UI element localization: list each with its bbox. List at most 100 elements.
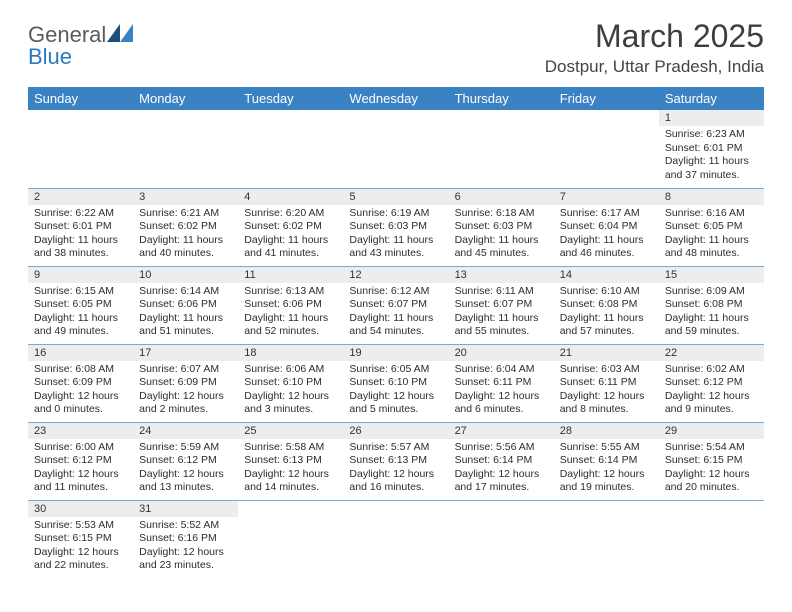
daylight-text: Daylight: 12 hours and 13 minutes.: [139, 468, 232, 495]
day-data: Sunrise: 6:12 AMSunset: 6:07 PMDaylight:…: [343, 283, 448, 344]
sunrise-text: Sunrise: 5:52 AM: [139, 519, 232, 533]
sunset-text: Sunset: 6:03 PM: [349, 220, 442, 234]
sunset-text: Sunset: 6:02 PM: [139, 220, 232, 234]
sunrise-text: Sunrise: 6:18 AM: [455, 207, 548, 221]
day-cell: [28, 110, 133, 188]
day-cell: 30Sunrise: 5:53 AMSunset: 6:15 PMDayligh…: [28, 500, 133, 578]
day-data: Sunrise: 5:52 AMSunset: 6:16 PMDaylight:…: [133, 517, 238, 578]
day-cell: 25Sunrise: 5:58 AMSunset: 6:13 PMDayligh…: [238, 422, 343, 500]
day-data: Sunrise: 6:19 AMSunset: 6:03 PMDaylight:…: [343, 205, 448, 266]
daylight-text: Daylight: 12 hours and 8 minutes.: [560, 390, 653, 417]
day-cell: 10Sunrise: 6:14 AMSunset: 6:06 PMDayligh…: [133, 266, 238, 344]
day-number: 3: [133, 189, 238, 205]
daylight-text: Daylight: 11 hours and 57 minutes.: [560, 312, 653, 339]
sunrise-text: Sunrise: 6:14 AM: [139, 285, 232, 299]
day-number: 27: [449, 423, 554, 439]
daylight-text: Daylight: 11 hours and 41 minutes.: [244, 234, 337, 261]
day-data: Sunrise: 5:57 AMSunset: 6:13 PMDaylight:…: [343, 439, 448, 500]
day-data: Sunrise: 6:07 AMSunset: 6:09 PMDaylight:…: [133, 361, 238, 422]
day-cell: 29Sunrise: 5:54 AMSunset: 6:15 PMDayligh…: [659, 422, 764, 500]
day-number: 9: [28, 267, 133, 283]
day-data: Sunrise: 6:00 AMSunset: 6:12 PMDaylight:…: [28, 439, 133, 500]
sunrise-text: Sunrise: 5:58 AM: [244, 441, 337, 455]
day-header: Thursday: [449, 87, 554, 110]
daylight-text: Daylight: 12 hours and 16 minutes.: [349, 468, 442, 495]
sunrise-text: Sunrise: 5:59 AM: [139, 441, 232, 455]
sunrise-text: Sunrise: 5:57 AM: [349, 441, 442, 455]
day-data: Sunrise: 6:23 AMSunset: 6:01 PMDaylight:…: [659, 126, 764, 187]
daylight-text: Daylight: 11 hours and 48 minutes.: [665, 234, 758, 261]
day-cell: 23Sunrise: 6:00 AMSunset: 6:12 PMDayligh…: [28, 422, 133, 500]
day-number: 19: [343, 345, 448, 361]
day-data: Sunrise: 6:10 AMSunset: 6:08 PMDaylight:…: [554, 283, 659, 344]
day-cell: 7Sunrise: 6:17 AMSunset: 6:04 PMDaylight…: [554, 188, 659, 266]
day-cell: 1Sunrise: 6:23 AMSunset: 6:01 PMDaylight…: [659, 110, 764, 188]
day-data: Sunrise: 5:58 AMSunset: 6:13 PMDaylight:…: [238, 439, 343, 500]
daylight-text: Daylight: 11 hours and 40 minutes.: [139, 234, 232, 261]
daylight-text: Daylight: 12 hours and 6 minutes.: [455, 390, 548, 417]
day-cell: 4Sunrise: 6:20 AMSunset: 6:02 PMDaylight…: [238, 188, 343, 266]
day-number: 6: [449, 189, 554, 205]
sunrise-text: Sunrise: 5:54 AM: [665, 441, 758, 455]
week-row: 16Sunrise: 6:08 AMSunset: 6:09 PMDayligh…: [28, 344, 764, 422]
day-cell: [238, 500, 343, 578]
day-number: [238, 501, 343, 505]
sunset-text: Sunset: 6:01 PM: [34, 220, 127, 234]
day-number: 14: [554, 267, 659, 283]
sunset-text: Sunset: 6:09 PM: [34, 376, 127, 390]
day-cell: 5Sunrise: 6:19 AMSunset: 6:03 PMDaylight…: [343, 188, 448, 266]
day-number: 1: [659, 110, 764, 126]
day-header: Tuesday: [238, 87, 343, 110]
sunset-text: Sunset: 6:09 PM: [139, 376, 232, 390]
day-number: 2: [28, 189, 133, 205]
logo-text: General Blue: [28, 24, 133, 68]
day-number: 10: [133, 267, 238, 283]
day-number: 11: [238, 267, 343, 283]
day-data: Sunrise: 6:04 AMSunset: 6:11 PMDaylight:…: [449, 361, 554, 422]
day-data: Sunrise: 6:02 AMSunset: 6:12 PMDaylight:…: [659, 361, 764, 422]
daylight-text: Daylight: 12 hours and 20 minutes.: [665, 468, 758, 495]
sunset-text: Sunset: 6:12 PM: [139, 454, 232, 468]
daylight-text: Daylight: 12 hours and 11 minutes.: [34, 468, 127, 495]
daylight-text: Daylight: 11 hours and 43 minutes.: [349, 234, 442, 261]
day-cell: 14Sunrise: 6:10 AMSunset: 6:08 PMDayligh…: [554, 266, 659, 344]
day-header: Saturday: [659, 87, 764, 110]
sunrise-text: Sunrise: 6:08 AM: [34, 363, 127, 377]
week-row: 2Sunrise: 6:22 AMSunset: 6:01 PMDaylight…: [28, 188, 764, 266]
day-cell: 12Sunrise: 6:12 AMSunset: 6:07 PMDayligh…: [343, 266, 448, 344]
day-cell: 8Sunrise: 6:16 AMSunset: 6:05 PMDaylight…: [659, 188, 764, 266]
day-data: Sunrise: 5:59 AMSunset: 6:12 PMDaylight:…: [133, 439, 238, 500]
sunset-text: Sunset: 6:08 PM: [665, 298, 758, 312]
sunset-text: Sunset: 6:13 PM: [244, 454, 337, 468]
day-cell: [659, 500, 764, 578]
day-data: Sunrise: 6:20 AMSunset: 6:02 PMDaylight:…: [238, 205, 343, 266]
day-cell: 18Sunrise: 6:06 AMSunset: 6:10 PMDayligh…: [238, 344, 343, 422]
day-cell: [343, 500, 448, 578]
day-cell: [554, 110, 659, 188]
sunrise-text: Sunrise: 6:19 AM: [349, 207, 442, 221]
day-data: Sunrise: 6:15 AMSunset: 6:05 PMDaylight:…: [28, 283, 133, 344]
day-number: [659, 501, 764, 505]
sunrise-text: Sunrise: 6:21 AM: [139, 207, 232, 221]
sunset-text: Sunset: 6:02 PM: [244, 220, 337, 234]
day-number: 12: [343, 267, 448, 283]
sunset-text: Sunset: 6:13 PM: [349, 454, 442, 468]
sunrise-text: Sunrise: 6:06 AM: [244, 363, 337, 377]
day-cell: 16Sunrise: 6:08 AMSunset: 6:09 PMDayligh…: [28, 344, 133, 422]
sunset-text: Sunset: 6:10 PM: [244, 376, 337, 390]
sunrise-text: Sunrise: 5:56 AM: [455, 441, 548, 455]
day-data: Sunrise: 6:22 AMSunset: 6:01 PMDaylight:…: [28, 205, 133, 266]
sunset-text: Sunset: 6:14 PM: [455, 454, 548, 468]
calendar-table: Sunday Monday Tuesday Wednesday Thursday…: [28, 87, 764, 578]
day-cell: 19Sunrise: 6:05 AMSunset: 6:10 PMDayligh…: [343, 344, 448, 422]
daylight-text: Daylight: 12 hours and 3 minutes.: [244, 390, 337, 417]
day-data: Sunrise: 6:11 AMSunset: 6:07 PMDaylight:…: [449, 283, 554, 344]
daylight-text: Daylight: 11 hours and 54 minutes.: [349, 312, 442, 339]
day-number: [238, 110, 343, 114]
sunset-text: Sunset: 6:11 PM: [560, 376, 653, 390]
day-data: Sunrise: 6:09 AMSunset: 6:08 PMDaylight:…: [659, 283, 764, 344]
day-number: 29: [659, 423, 764, 439]
day-cell: 13Sunrise: 6:11 AMSunset: 6:07 PMDayligh…: [449, 266, 554, 344]
sunset-text: Sunset: 6:07 PM: [455, 298, 548, 312]
title-block: March 2025 Dostpur, Uttar Pradesh, India: [545, 18, 764, 77]
